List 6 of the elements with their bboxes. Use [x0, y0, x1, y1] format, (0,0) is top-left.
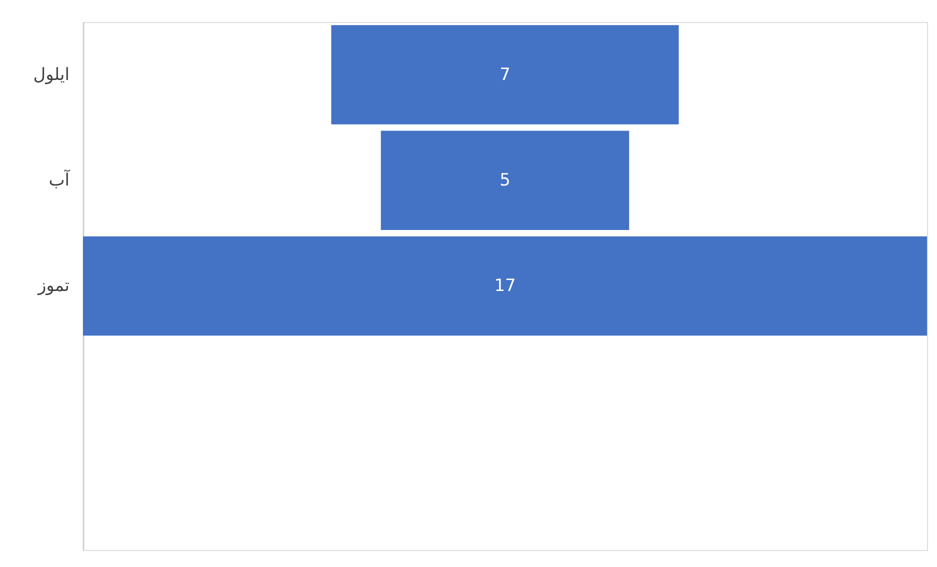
category-label: آب	[48, 169, 71, 190]
data-label: 7	[500, 64, 510, 85]
data-label: 5	[500, 170, 510, 190]
category-label: تموز	[36, 276, 70, 296]
data-label: 17	[494, 276, 516, 296]
category-label: ايلول	[33, 64, 70, 85]
